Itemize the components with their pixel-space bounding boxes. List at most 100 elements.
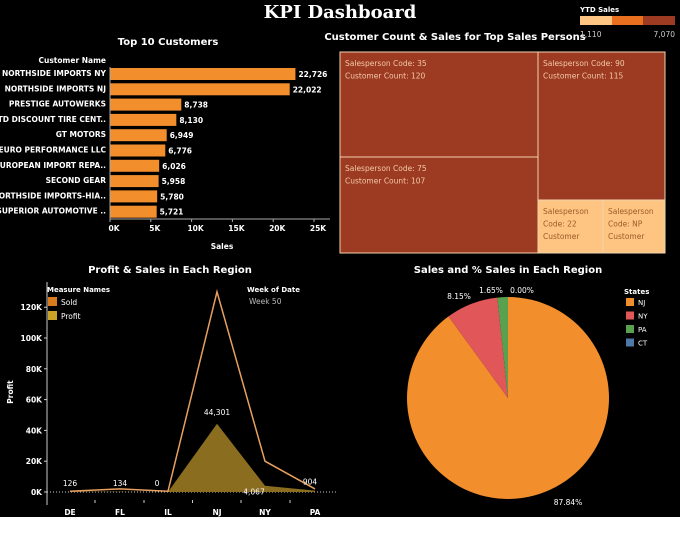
bar xyxy=(110,159,160,172)
treemap-tile-label: Salesperson Code: 75 xyxy=(345,164,427,173)
profit-data-label: 44,301 xyxy=(204,408,230,417)
area-x-label: FL xyxy=(115,508,125,517)
pie-value-label: 1.65% xyxy=(479,286,503,295)
pie-legend-swatch xyxy=(626,311,634,320)
area-chart-title: Profit & Sales in Each Region xyxy=(88,265,252,276)
pie-legend-swatch xyxy=(626,325,634,333)
bar-tick-label: 5K xyxy=(149,224,161,233)
bar xyxy=(110,98,182,111)
treemap-legend-min: 1,110 xyxy=(580,30,602,39)
bar-category-label: NORTHSIDE IMPORTS NJ xyxy=(5,84,107,93)
pie-value-label: 87.84% xyxy=(554,498,583,507)
area-y-label: Profit xyxy=(6,380,15,404)
bar xyxy=(110,190,158,203)
dashboard: KPI Dashboard Top 10 Customers Customer N… xyxy=(0,0,680,517)
bar xyxy=(110,83,290,96)
area-legend-label: Profit xyxy=(61,312,81,321)
treemap-tile[interactable] xyxy=(537,199,604,254)
profit-data-label: 0 xyxy=(155,479,160,488)
bar-value-label: 8,130 xyxy=(179,116,203,125)
bar-category-label: ETD DISCOUNT TIRE CENT.. xyxy=(0,115,106,124)
bar-value-label: 22,022 xyxy=(293,85,322,94)
bar-value-label: 6,026 xyxy=(162,162,186,171)
area-legend-swatch xyxy=(48,311,57,320)
treemap-legend-swatch xyxy=(612,16,643,25)
treemap-tile-label: Customer Count: 115 xyxy=(543,72,624,81)
bar-x-label: Sales xyxy=(211,242,234,251)
pie-legend-title: States xyxy=(624,288,649,296)
profit-data-label: 904 xyxy=(303,478,318,487)
treemap-tile-label: Salesperson Code: 35 xyxy=(345,59,427,68)
pie-legend-swatch xyxy=(626,338,634,347)
bar-value-label: 22,726 xyxy=(298,70,327,79)
bar-value-label: 5,958 xyxy=(162,177,186,186)
week-filter-title: Week of Date xyxy=(247,286,300,294)
bar xyxy=(110,129,167,142)
area-x-label: DE xyxy=(64,508,75,517)
bar xyxy=(110,68,296,80)
treemap-tile[interactable] xyxy=(537,51,666,201)
dashboard-title: KPI Dashboard xyxy=(263,2,417,23)
area-x-label: NJ xyxy=(212,508,221,517)
treemap-legend-swatch xyxy=(580,16,612,25)
pie-legend-swatch xyxy=(626,298,634,306)
treemap-tile-label: Customer xyxy=(543,232,580,241)
week-filter-value: Week 50 xyxy=(249,297,282,306)
bar-category-label: GT MOTORS xyxy=(56,130,106,139)
bar-tick-label: 25K xyxy=(310,224,327,233)
bar-category-header: Customer Name xyxy=(39,56,107,65)
area-y-tick-label: 120K xyxy=(21,303,44,312)
bar-category-label: EURO PERFORMANCE LLC xyxy=(0,146,106,155)
area-legend-title: Measure Names xyxy=(47,286,110,294)
area-x-label: IL xyxy=(164,508,172,517)
treemap-legend-swatch xyxy=(643,16,675,25)
treemap-tile-label: Salesperson xyxy=(608,207,654,216)
treemap-tile-label: Customer Count: 107 xyxy=(345,177,426,186)
profit-data-label: 126 xyxy=(63,479,78,488)
treemap-tile-label: Code: NP xyxy=(608,220,643,229)
bar-tick-label: 20K xyxy=(269,224,286,233)
pie-chart-title: Sales and % Sales in Each Region xyxy=(414,265,602,276)
pie-value-label: 0.00% xyxy=(510,286,534,295)
pie-slice-nj[interactable] xyxy=(406,297,609,499)
treemap-legend-max: 7,070 xyxy=(654,30,676,39)
bar-value-label: 5,721 xyxy=(160,208,184,217)
bar-category-label: EUROPEAN IMPORT REPA.. xyxy=(0,161,106,170)
area-legend-label: Sold xyxy=(61,298,77,307)
pie-slice-ny[interactable] xyxy=(448,297,508,398)
area-x-label: PA xyxy=(310,508,321,517)
bar-tick-label: 0K xyxy=(108,224,120,233)
area-y-tick-label: 60K xyxy=(26,396,43,405)
bar-category-label: NORTHSIDE IMPORTS-HIA.. xyxy=(0,191,106,200)
pie-slice-pa[interactable] xyxy=(497,297,508,398)
pie-legend-label: PA xyxy=(638,326,647,334)
bar xyxy=(110,205,157,218)
bar xyxy=(110,175,159,188)
treemap-tile-label: Customer Count: 120 xyxy=(345,72,426,81)
area-y-tick-label: 40K xyxy=(26,426,43,435)
bar-tick-label: 15K xyxy=(228,224,245,233)
area-y-tick-label: 100K xyxy=(21,334,44,343)
pie-legend-label: NJ xyxy=(638,299,645,307)
area-x-label: NY xyxy=(259,508,271,517)
dashboard-canvas: Top 10 Customers Customer Name NORTHSIDE I… xyxy=(0,6,676,517)
bar-value-label: 8,738 xyxy=(184,101,208,110)
area-y-tick-label: 80K xyxy=(26,365,43,374)
treemap-tile-label: Salesperson Code: 90 xyxy=(543,59,625,68)
pie-legend-label: NY xyxy=(638,313,648,321)
bar xyxy=(110,113,177,126)
bar-category-label: PRESTIGE AUTOWERKS xyxy=(9,100,106,109)
area-y-tick-label: 0K xyxy=(31,488,43,497)
bar-category-label: NORTHSIDE IMPORTS NY xyxy=(2,69,107,78)
profit-area xyxy=(70,423,315,492)
bar-chart-title: Top 10 Customers xyxy=(118,37,219,48)
bar-value-label: 5,780 xyxy=(160,192,184,201)
treemap-tile[interactable] xyxy=(602,199,666,254)
bar xyxy=(110,144,166,157)
bar-value-label: 6,949 xyxy=(170,131,194,140)
bar-value-label: 6,776 xyxy=(168,147,192,156)
treemap-tile-label: Code: 22 xyxy=(543,220,577,229)
area-y-tick-label: 20K xyxy=(26,457,43,466)
pie-legend-label: CT xyxy=(638,340,648,348)
treemap-legend-title: YTD Sales xyxy=(579,6,619,14)
